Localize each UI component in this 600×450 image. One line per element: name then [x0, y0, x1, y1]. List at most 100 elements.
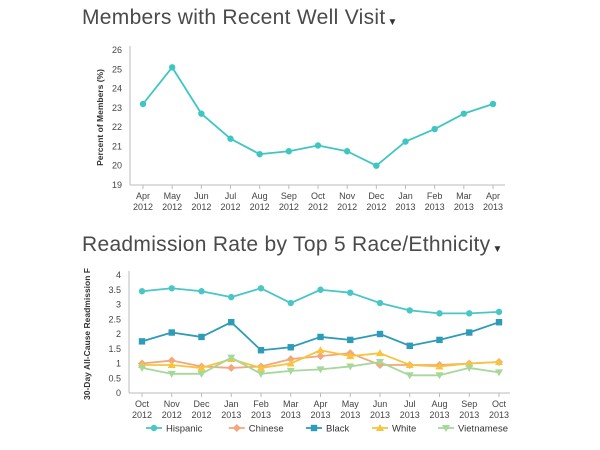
chart-2-data-point	[376, 299, 384, 307]
chart-1-x-tick-label-month: Dec	[368, 191, 385, 201]
chart-2-data-point	[466, 329, 473, 336]
chart-1-x-tick-label-year: 2013	[483, 202, 503, 212]
chart-1-x-tick-label-year: 2012	[308, 202, 328, 212]
chart-2-data-point	[316, 346, 325, 354]
chart-2-data-point	[405, 372, 414, 380]
chart-2-x-tick-label-year: 2013	[429, 410, 449, 420]
chart-2-title[interactable]: Readmission Rate by Top 5 Race/Ethnicity…	[82, 233, 503, 257]
chart-2-data-point	[465, 364, 474, 372]
chart-2-x-tick-label-month: Jun	[373, 399, 388, 409]
chart-1-x-tick-label-month: Feb	[427, 191, 443, 201]
chart-2-data-point	[138, 364, 146, 372]
chart-2-data-point	[495, 319, 503, 326]
chart-2-data-point	[376, 349, 384, 357]
chart-2-x-tick-label-year: 2013	[281, 410, 301, 420]
chart-2-legend-label: Vietnamese	[458, 424, 508, 435]
chart-2-data-point	[168, 285, 175, 292]
chart-2-y-tick-label: 0	[116, 388, 121, 398]
chart-1-y-tick-label: 26	[112, 45, 122, 55]
chart-2-x-tick-label-month: Jan	[224, 399, 239, 409]
chart-1-y-tick-label: 23	[112, 103, 122, 113]
chart-2-y-tick-label: 0.5	[108, 373, 121, 383]
chart-2-legend-label: Black	[326, 424, 349, 435]
chart-2-data-point	[287, 299, 294, 307]
chart-2-x-tick-label-month: Nov	[164, 399, 181, 409]
chart-2-y-tick-label: 1.5	[108, 344, 121, 354]
chart-2-legend-marker	[310, 424, 318, 432]
chart-1-data-point	[198, 110, 205, 117]
chart-2-legend-marker	[442, 425, 450, 432]
chart-2-data-point	[495, 369, 503, 377]
chart-2-data-point	[197, 370, 206, 378]
chart-1-data-point	[168, 64, 176, 71]
chart-1-y-tick-label: 20	[112, 161, 122, 171]
chart-2-y-tick-label: 2.5	[108, 314, 121, 324]
chart-2-data-point	[138, 288, 146, 295]
chart-2-data-point	[286, 355, 295, 364]
chart-2-legend-marker	[376, 424, 384, 431]
chart-2-data-point	[347, 289, 354, 296]
chart-1-data-point	[314, 142, 322, 149]
chart-2-x-tick-label-year: 2013	[489, 410, 509, 420]
chevron-down-icon[interactable]: ▼	[492, 244, 503, 255]
chart-2-y-tick-label: 3.5	[108, 285, 121, 295]
chart-2-x-tick-label-month: Aug	[431, 399, 447, 409]
chart-1-x-tick-label-month: Sep	[281, 191, 297, 201]
chart-2-legend-label: White	[392, 424, 416, 435]
chart-1-y-axis-label: Percent of Members (%)	[95, 69, 105, 166]
chart-2-x-tick-label-month: Oct	[135, 399, 150, 409]
chevron-down-icon[interactable]: ▼	[387, 17, 398, 28]
chart-1-data-point	[139, 100, 147, 108]
chart-2-y-tick-label: 1	[116, 359, 121, 369]
chart-2-data-point	[435, 372, 444, 380]
chart-1-x-tick-label-month: Jan	[398, 191, 413, 201]
chart-1-data-point	[402, 138, 409, 145]
chart-1-x-tick-label-year: 2012	[133, 202, 153, 212]
chart-1-title[interactable]: Members with Recent Well Visit ▼	[82, 6, 398, 30]
chart-2-data-point	[167, 360, 176, 368]
chart-1-x-tick-label-month: May	[164, 191, 182, 201]
chart-2-x-tick-label-month: Mar	[283, 399, 299, 409]
chart-1-y-tick-label: 24	[112, 84, 122, 94]
chart-1-data-point	[227, 135, 234, 142]
chart-2-data-point	[257, 285, 265, 292]
chart-2-data-point	[198, 333, 205, 341]
chart-2-data-point	[257, 363, 265, 371]
chart-2-data-point	[405, 360, 414, 368]
chart-1-x-tick-label-year: 2013	[454, 202, 474, 212]
chart-2-data-point	[317, 333, 324, 341]
chart-1-x-tick-label-month: Nov	[339, 191, 356, 201]
chart-2-x-tick-label-year: 2012	[191, 410, 211, 420]
chart-2-x-tick-label-month: Feb	[253, 399, 269, 409]
chart-1-y-tick-label: 19	[112, 180, 122, 190]
chart-2-data-point	[167, 356, 176, 365]
chart-1-data-point	[489, 100, 497, 108]
chart-2-x-tick-label-year: 2013	[340, 410, 360, 420]
chart-2-data-point	[406, 307, 413, 314]
chart-1-data-point	[431, 125, 438, 133]
chart-2-data-point	[495, 308, 503, 316]
chart-1-x-tick-label-month: Apr	[136, 191, 150, 201]
chart-2-data-point	[495, 358, 503, 366]
chart-2-data-point	[436, 336, 443, 344]
chart-1-x-tick-label-year: 2012	[162, 202, 182, 212]
chart-2-legend-label: Hispanic	[166, 424, 203, 435]
chart-2-title-text: Readmission Rate by Top 5 Race/Ethnicity	[82, 233, 491, 256]
chart-2-data-point	[286, 359, 295, 367]
chart-2-data-point	[286, 367, 295, 375]
chart-2-data-point	[346, 352, 355, 360]
chart-2-y-tick-label: 2	[116, 329, 121, 339]
chart-2-data-point	[228, 293, 235, 301]
chart-2-y-tick-label: 3	[116, 300, 121, 310]
chart-2-data-point	[197, 363, 206, 371]
chart-2-data-point	[406, 342, 413, 349]
chart-1-data-point	[373, 162, 380, 169]
chart-2-x-tick-label-month: Jul	[404, 399, 416, 409]
chart-2-data-point	[317, 286, 324, 293]
chart-1-x-tick-label-year: 2012	[279, 202, 299, 212]
chart-2-data-point	[228, 319, 235, 326]
chart-1-y-tick-label: 22	[112, 122, 122, 132]
chart-2-legend-marker	[232, 424, 241, 432]
chart-2-legend-marker	[150, 424, 158, 432]
